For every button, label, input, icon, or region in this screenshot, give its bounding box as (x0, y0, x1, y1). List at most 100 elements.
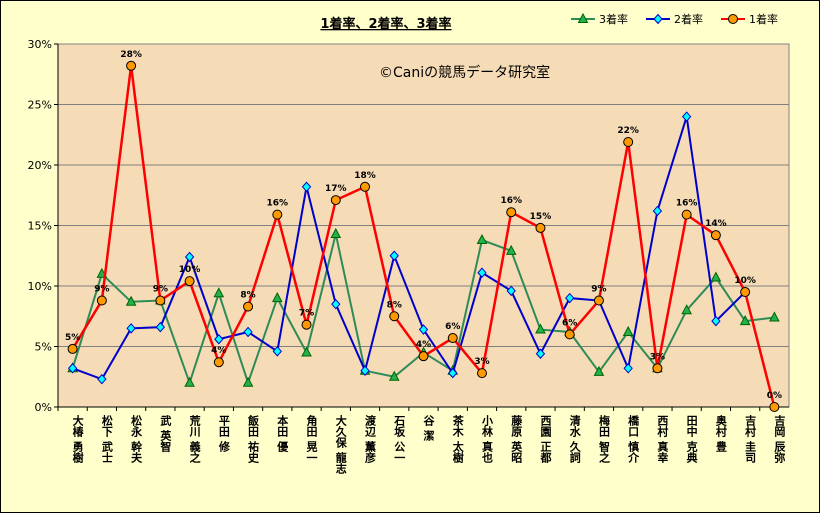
data-label: 10% (179, 265, 201, 275)
x-tick-label: 武 英智 (159, 414, 173, 453)
data-point (593, 365, 605, 376)
data-point (505, 244, 517, 255)
data-point (96, 295, 107, 306)
data-label: 9% (153, 285, 168, 295)
y-tick-label: 30% (28, 38, 52, 51)
data-point (710, 271, 722, 282)
data-label: 6% (562, 318, 577, 328)
x-tick-label: 飯田 祐史 (247, 414, 261, 464)
data-label: 4% (211, 346, 226, 356)
y-tick-label: 15% (28, 220, 52, 233)
x-tick-label: 石坂 公一 (393, 415, 407, 463)
data-point (448, 367, 458, 379)
data-label: 22% (617, 126, 639, 136)
data-label: 4% (416, 340, 431, 350)
data-point (125, 295, 137, 306)
data-point (565, 292, 575, 304)
x-tick-label: 角田 晃一 (305, 414, 319, 463)
data-label: 17% (325, 184, 347, 194)
x-tick-label: 荒川 義之 (188, 414, 202, 464)
data-label: 8% (387, 300, 402, 310)
data-point (623, 137, 634, 148)
data-point (739, 315, 751, 326)
y-tick-label: 25% (28, 99, 52, 112)
data-point (476, 368, 487, 379)
data-point (447, 333, 458, 344)
data-point (155, 295, 166, 306)
data-point (330, 195, 341, 206)
data-point (711, 315, 721, 327)
data-label: 9% (591, 285, 606, 295)
data-point (331, 298, 341, 310)
data-point (506, 285, 516, 297)
data-label: 6% (445, 322, 460, 332)
data-label: 28% (120, 50, 142, 60)
x-tick-label: 梅田 智之 (597, 414, 610, 464)
data-label: 16% (676, 199, 698, 209)
x-axis-labels: 大椿 勇樹 松下 武士 松永 幹夫 武 英智 荒川 義之 平田 修 飯田 祐史 本田 優 角田 … (57, 407, 786, 474)
data-point (97, 373, 107, 385)
data-point (155, 321, 166, 333)
data-point (389, 250, 399, 262)
x-tick-label: 谷 潔 (422, 414, 435, 442)
data-point (330, 227, 342, 238)
data-point (243, 301, 254, 312)
data-label: 16% (267, 199, 289, 209)
data-point (476, 233, 488, 245)
x-tick-label: 清水 久詞 (568, 414, 581, 464)
data-point (243, 326, 253, 338)
data-label: 9% (94, 285, 109, 295)
data-label: 10% (734, 276, 756, 286)
data-label: 5% (65, 333, 80, 343)
data-point (184, 376, 195, 387)
x-tick-label: 渡辺 薫彦 (364, 414, 377, 464)
data-point (242, 376, 254, 387)
data-point (67, 343, 78, 354)
data-point (360, 365, 370, 376)
data-label: 7% (299, 309, 314, 319)
data-point (418, 324, 429, 335)
data-point (301, 181, 312, 193)
gridlines (58, 104, 789, 347)
data-point (360, 181, 371, 192)
legend-label: 3着率 (599, 12, 628, 26)
x-tick-label: 松下 武士 (100, 414, 113, 463)
data-label: 15% (530, 212, 552, 222)
data-point (652, 363, 663, 374)
data-point (622, 325, 634, 336)
data-point (477, 267, 487, 278)
watermark: ©Caniの競馬データ研究室 (379, 64, 550, 81)
data-point (272, 346, 282, 357)
series-group (67, 60, 780, 412)
x-tick-label: 松永 幹夫 (130, 414, 144, 464)
y-axis-ticks: 0% 5% 10% 15% 20% 25% 30% (28, 38, 789, 414)
data-point (213, 287, 225, 298)
data-point (535, 323, 546, 334)
data-point (623, 363, 633, 374)
data-point (67, 363, 78, 374)
data-point (535, 348, 546, 360)
data-point (388, 370, 400, 381)
data-label: 14% (705, 219, 727, 229)
x-tick-label: 吉岡 辰弥 (773, 414, 786, 464)
chart-title: 1着率、2着率、3着率 (320, 16, 451, 32)
x-tick-label: 橋口 慎介 (627, 414, 641, 463)
data-point (126, 323, 136, 334)
x-tick-label: 奥村 豊 (714, 414, 728, 452)
legend-label: 2着率 (674, 12, 703, 26)
data-point (301, 346, 312, 357)
legend: 3着率 2着率 1着率 (571, 12, 778, 26)
legend-marker (653, 13, 663, 25)
data-label: 3% (650, 352, 665, 362)
x-tick-label: 吉村 圭司 (744, 414, 757, 464)
data-point (506, 207, 517, 218)
y-tick-label: 0% (35, 401, 52, 414)
x-tick-label: 西園 正都 (539, 415, 553, 464)
data-point (681, 304, 692, 315)
data-label: 18% (354, 171, 376, 181)
y-tick-label: 10% (28, 280, 52, 293)
data-point (214, 333, 224, 345)
data-point (272, 209, 283, 220)
